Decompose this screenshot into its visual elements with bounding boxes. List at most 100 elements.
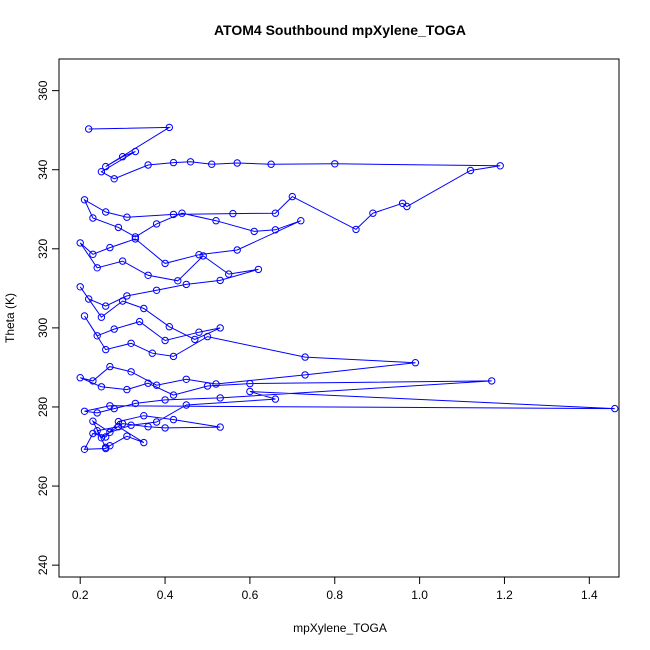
data-point: [169, 391, 178, 399]
data-point: [144, 423, 152, 431]
y-tick-label: 360: [36, 80, 50, 100]
data-point: [152, 381, 161, 389]
data-point: [411, 359, 420, 367]
data-point: [466, 166, 475, 175]
data-point: [118, 153, 127, 161]
y-axis: 240 260 280 300 320 340 360: [36, 80, 60, 575]
data-point: [152, 418, 161, 426]
data-point: [135, 317, 144, 326]
data-point: [114, 423, 123, 431]
data-point: [488, 377, 496, 385]
data-point: [254, 265, 263, 274]
data-point: [225, 270, 233, 278]
data-point: [161, 336, 169, 345]
data-point: [212, 380, 220, 388]
data-point: [271, 226, 280, 234]
series-0: [76, 123, 619, 453]
data-point: [216, 394, 224, 402]
x-tick-label: 0.2: [72, 588, 89, 602]
data-point: [85, 295, 93, 303]
data-point: [80, 407, 89, 415]
data-point: [102, 345, 110, 354]
data-point: [123, 385, 131, 394]
data-point: [369, 209, 377, 217]
data-point: [76, 239, 84, 247]
data-point: [216, 324, 224, 332]
y-tick-label: 320: [36, 238, 50, 258]
data-point: [106, 442, 114, 450]
chart-title: ATOM4 Southbound mpXylene_TOGA: [214, 22, 466, 38]
data-point: [271, 395, 280, 403]
x-axis: 0.2 0.4 0.6 0.8 1.0 1.2 1.4: [72, 576, 598, 602]
data-point: [182, 375, 191, 383]
data-point: [97, 434, 106, 442]
data-point: [233, 246, 241, 254]
data-point: [195, 251, 203, 259]
data-point: [301, 353, 309, 361]
data-point: [127, 421, 135, 429]
x-tick-label: 0.4: [157, 588, 174, 602]
data-point: [165, 123, 174, 132]
data-point: [97, 168, 106, 176]
data-point: [118, 297, 127, 305]
data-point: [271, 209, 280, 217]
data-point: [182, 401, 191, 409]
data-point: [93, 427, 101, 435]
data-point: [127, 339, 135, 347]
data-point: [203, 382, 212, 390]
data-point: [76, 283, 84, 291]
data-point: [250, 227, 258, 236]
data-point: [131, 233, 140, 241]
data-point: [169, 158, 178, 167]
data-point: [76, 374, 84, 382]
data-point: [182, 280, 191, 289]
data-point: [102, 443, 110, 451]
data-point: [114, 417, 123, 426]
data-point: [144, 161, 152, 169]
data-point: [165, 323, 174, 331]
x-tick-label: 1.2: [496, 588, 513, 602]
data-point: [106, 428, 114, 436]
data-point: [97, 383, 106, 391]
y-tick-label: 260: [36, 476, 50, 496]
data-point: [123, 213, 131, 221]
data-point: [93, 332, 101, 340]
y-tick-label: 280: [36, 397, 50, 417]
data-point: [161, 396, 169, 404]
data-point: [169, 352, 178, 361]
data-point: [102, 162, 110, 171]
data-point: [161, 424, 169, 432]
data-point: [216, 423, 224, 431]
data-point: [106, 362, 114, 371]
data-point: [496, 162, 504, 170]
data-point: [89, 377, 97, 385]
y-tick-label: 340: [36, 159, 50, 179]
data-point: [229, 209, 237, 218]
y-tick-label: 240: [36, 555, 50, 575]
data-point: [161, 259, 169, 268]
data-point: [169, 210, 178, 219]
data-point: [106, 243, 114, 252]
data-point: [140, 412, 148, 420]
data-point: [89, 214, 97, 222]
data-point: [297, 217, 305, 225]
data-point: [169, 415, 178, 424]
data-point: [131, 235, 140, 243]
data-point: [186, 158, 195, 166]
data-point: [191, 335, 199, 344]
data-point: [331, 160, 339, 168]
x-axis-label: mpXylene_TOGA: [293, 621, 387, 635]
data-point: [199, 252, 207, 260]
x-tick-label: 0.6: [242, 588, 259, 602]
data-point: [203, 332, 212, 341]
data-point: [611, 404, 619, 413]
data-point: [110, 325, 118, 333]
x-tick-label: 0.8: [326, 588, 343, 602]
data-point: [131, 399, 140, 408]
data-point: [123, 432, 131, 440]
data-point: [102, 208, 110, 216]
data-point: [178, 209, 186, 217]
data-point: [140, 438, 148, 447]
data-point: [233, 159, 241, 167]
